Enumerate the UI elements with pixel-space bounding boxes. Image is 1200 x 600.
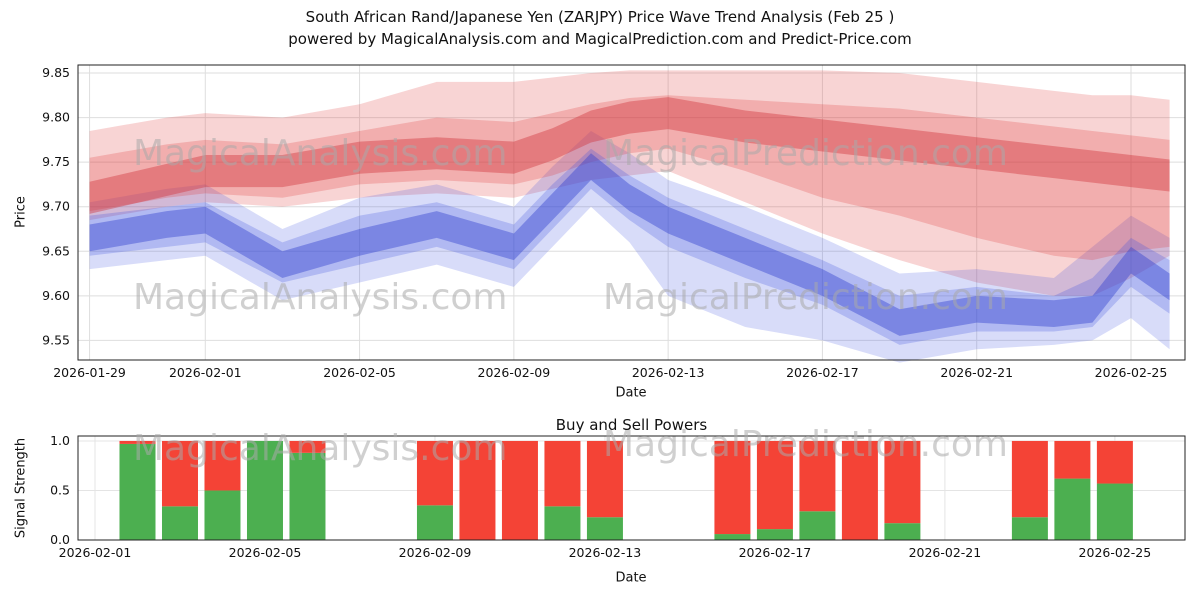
buy-sell-powers-title: Buy and Sell Powers [555, 416, 708, 434]
svg-text:2026-02-13: 2026-02-13 [632, 365, 705, 380]
svg-text:9.85: 9.85 [42, 65, 70, 80]
svg-text:9.80: 9.80 [42, 110, 70, 125]
svg-text:9.65: 9.65 [42, 243, 70, 258]
svg-text:9.75: 9.75 [42, 154, 70, 169]
svg-text:2026-02-01: 2026-02-01 [59, 545, 132, 560]
svg-text:9.60: 9.60 [42, 288, 70, 303]
svg-text:2026-02-17: 2026-02-17 [739, 545, 812, 560]
svg-text:2026-02-05: 2026-02-05 [229, 545, 302, 560]
svg-text:2026-02-13: 2026-02-13 [569, 545, 642, 560]
chart-subtitle: powered by MagicalAnalysis.com and Magic… [288, 30, 912, 48]
svg-text:2026-02-05: 2026-02-05 [323, 365, 396, 380]
svg-text:2026-02-17: 2026-02-17 [786, 365, 859, 380]
svg-text:2026-02-01: 2026-02-01 [169, 365, 242, 380]
svg-text:0.5: 0.5 [50, 482, 70, 497]
svg-text:2026-02-21: 2026-02-21 [940, 365, 1013, 380]
svg-text:0.0: 0.0 [50, 532, 70, 547]
date-axis-label-bottom: Date [615, 570, 647, 586]
svg-text:9.70: 9.70 [42, 199, 70, 214]
svg-text:2026-02-25: 2026-02-25 [1079, 545, 1152, 560]
svg-text:2026-02-09: 2026-02-09 [399, 545, 472, 560]
date-axis-label-top: Date [615, 385, 647, 401]
svg-text:2026-02-21: 2026-02-21 [909, 545, 982, 560]
svg-text:2026-01-29: 2026-01-29 [53, 365, 126, 380]
svg-text:2026-02-09: 2026-02-09 [478, 365, 551, 380]
svg-text:1.0: 1.0 [50, 433, 70, 448]
chart-title: South African Rand/Japanese Yen (ZARJPY)… [305, 8, 895, 26]
svg-text:9.55: 9.55 [42, 332, 70, 347]
svg-text:2026-02-25: 2026-02-25 [1095, 365, 1168, 380]
